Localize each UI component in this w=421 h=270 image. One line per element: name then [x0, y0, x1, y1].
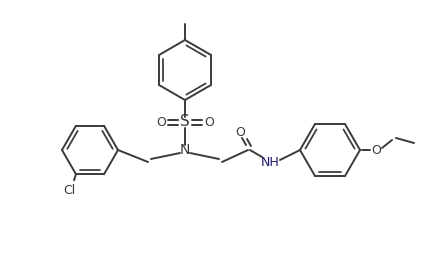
Text: O: O: [235, 126, 245, 139]
Text: S: S: [180, 114, 190, 130]
Text: O: O: [156, 116, 166, 129]
Text: NH: NH: [261, 156, 280, 168]
Text: O: O: [371, 143, 381, 157]
Text: N: N: [180, 143, 190, 157]
Text: Cl: Cl: [63, 184, 75, 197]
Text: O: O: [204, 116, 214, 129]
